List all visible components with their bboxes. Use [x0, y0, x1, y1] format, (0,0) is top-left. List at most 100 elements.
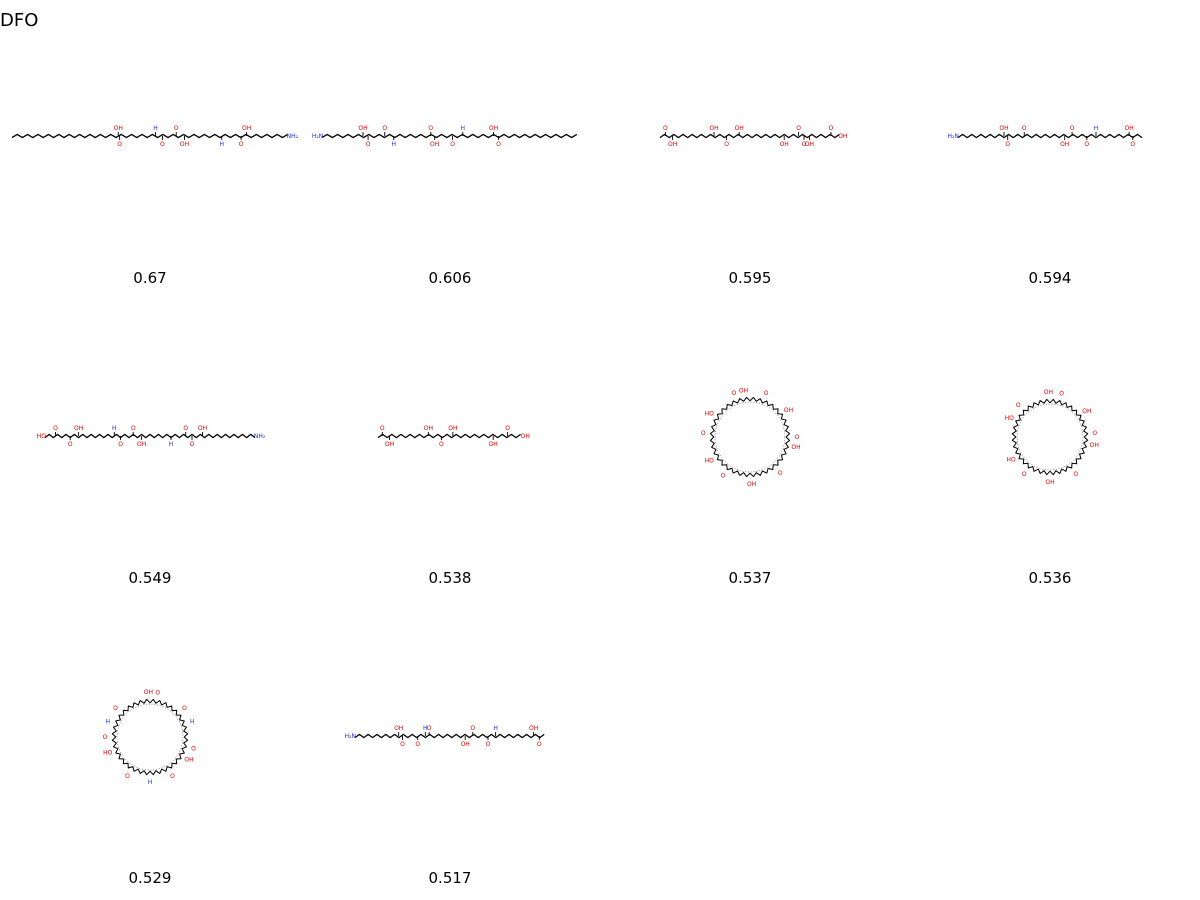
atom-label: O [721, 473, 726, 480]
atom-label: O [796, 125, 801, 132]
atom-label: O [1070, 125, 1075, 132]
atom-label: O [829, 125, 834, 132]
atom-label: H [148, 779, 153, 786]
atom-label: OH [144, 689, 153, 696]
atom-label: OH [838, 133, 847, 140]
atom-label: O [366, 141, 371, 148]
atom-label: O [103, 734, 108, 741]
atom-label: OH [1090, 442, 1099, 449]
atom-label: H [105, 719, 110, 726]
molecule-cell-9: OH O O H O OH O H O HO O H O 0.529 [0, 600, 300, 900]
atom-label: O [537, 741, 542, 748]
atom-label: H [493, 725, 498, 732]
ring-backbone [1011, 398, 1089, 476]
atom-label: OH [184, 757, 193, 764]
molecule-cell-10: H₂N OH O O H O OH O O H OH O 0.517 [300, 600, 600, 900]
atom-label: H [112, 425, 117, 432]
similarity-score-9: 0.529 [128, 869, 172, 887]
molecule-structure-4: H₂N OH O O OH O O H OH O [900, 0, 1200, 300]
atom-label: O [160, 141, 165, 148]
atom-label: O [125, 773, 130, 780]
chain-backbone [377, 433, 521, 439]
molecule-svg-6: O OH OH O OH OH O OH [377, 425, 530, 448]
ring-backbone [709, 396, 791, 478]
similarity-score-8: 0.536 [1028, 569, 1072, 587]
atom-label: O [170, 773, 175, 780]
atom-label: OH [74, 425, 83, 432]
similarity-score-7: 0.537 [728, 569, 772, 587]
atom-label: O [1073, 471, 1078, 478]
atom-label: O [496, 141, 501, 148]
ring-inner-bonds [714, 401, 786, 473]
atom-label: O [1092, 430, 1097, 437]
chain-backbone [354, 733, 545, 739]
molecule-structure-8: OH O OH O OH O OH O HO HO O [900, 300, 1200, 600]
atom-label: O [380, 425, 385, 432]
similarity-score-10: 0.517 [428, 869, 472, 887]
atom-label: OH [489, 441, 498, 448]
atom-label: O [239, 141, 244, 148]
atom-label: O [450, 141, 455, 148]
molecule-structure-1: OH O H O O OH H O OH NH₂ [0, 0, 300, 300]
atom-label: OH [739, 388, 748, 395]
chain-backbone [321, 133, 578, 139]
atom-label: OH [358, 125, 367, 132]
atom-label: O [113, 705, 118, 712]
atom-label: OH [1044, 389, 1053, 396]
atom-label: O [1022, 471, 1027, 478]
atom-label: HO [1006, 457, 1016, 464]
atom-label: OH [709, 125, 718, 132]
similarity-score-3: 0.595 [728, 269, 772, 287]
chain-backbone [659, 133, 840, 139]
atom-label: H [461, 125, 466, 132]
atom-label: OH [668, 141, 677, 148]
atom-label: NH₂ [254, 433, 266, 440]
similarity-score-2: 0.606 [428, 269, 472, 287]
atom-label: O [1022, 125, 1027, 132]
atom-label: OH [180, 141, 189, 148]
similarity-score-6: 0.538 [428, 569, 472, 587]
atom-label: H [153, 125, 158, 132]
atom-label: OH [198, 425, 207, 432]
atom-label: OH [805, 141, 814, 148]
atom-label: H₂N [947, 133, 958, 140]
atom-label: OH [1045, 479, 1054, 486]
atom-label: OH [448, 425, 457, 432]
atom-label: O [778, 470, 783, 477]
atom-label: OH [430, 141, 439, 148]
atom-label: O [1059, 391, 1064, 398]
atom-label: O [1005, 141, 1010, 148]
atom-label: OH [242, 125, 251, 132]
atom-label: OH [784, 407, 793, 414]
atom-label: OH [137, 441, 146, 448]
molecule-cell-1: OH O H O O OH H O OH NH₂ 0.67 [0, 0, 300, 300]
atom-label: O [439, 441, 444, 448]
similarity-score-1: 0.67 [133, 269, 167, 287]
molecule-cell-2: H₂N OH O O H O OH O H OH O 0.606 [300, 0, 600, 300]
molecule-cell-4: H₂N OH O O OH O O H OH O 0.594 [900, 0, 1200, 300]
atom-label: O [428, 125, 433, 132]
atom-label: O [795, 434, 800, 441]
atom-label: HO [705, 458, 715, 465]
atom-label: O [68, 441, 73, 448]
atom-label: O [53, 425, 58, 432]
atom-label: OH [114, 125, 123, 132]
atom-label: H [1094, 125, 1099, 132]
atom-label: OH [780, 141, 789, 148]
molecule-structure-5: HO O O OH H O O OH H O O OH NH₂ [0, 300, 300, 600]
atom-label: OH [999, 125, 1008, 132]
atom-label: OH [521, 433, 530, 440]
atom-label: OH [489, 125, 498, 132]
atom-label: O [118, 441, 123, 448]
ring-inner-bonds [116, 703, 184, 771]
atom-label: O [131, 425, 136, 432]
atom-label: OH [1060, 141, 1069, 148]
atom-label: O [182, 705, 187, 712]
molecule-cell-8: OH O OH O OH O OH O HO HO O 0.536 [900, 300, 1200, 600]
atom-label: NH₂ [287, 133, 299, 140]
atom-label: OH [1082, 408, 1091, 415]
